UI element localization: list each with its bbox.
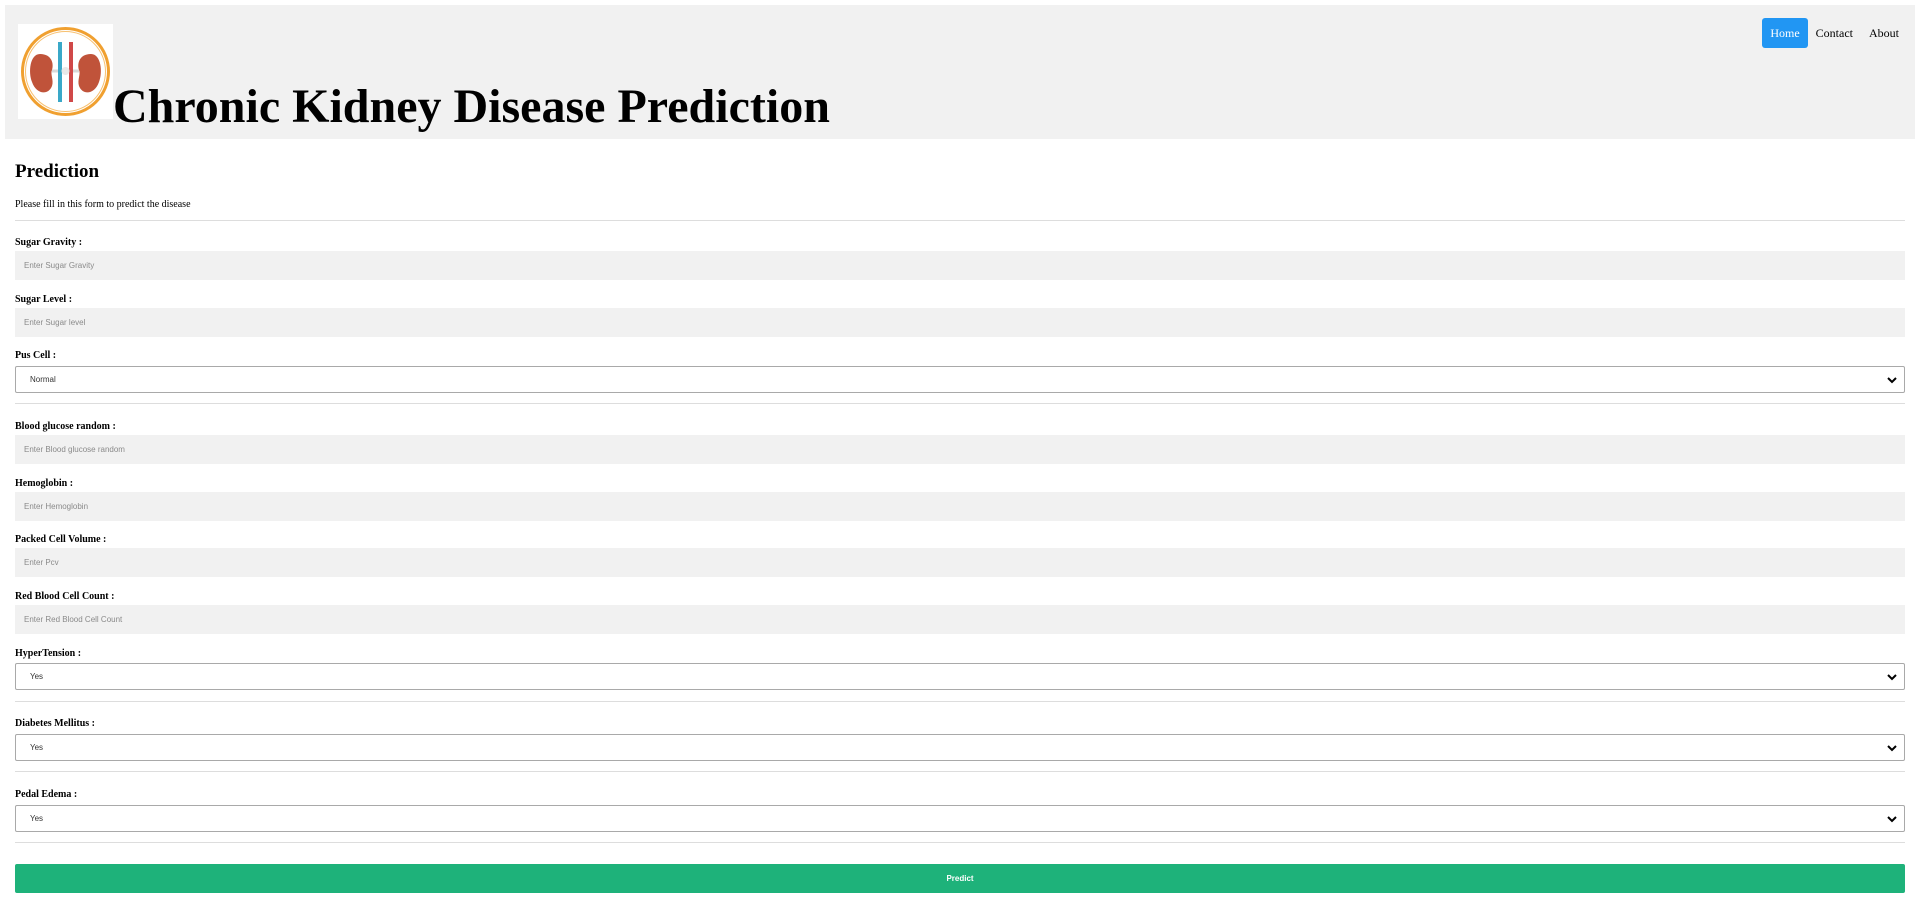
blood-glucose-random-label: Blood glucose random : [15, 421, 116, 432]
chevron-down-icon [1887, 816, 1897, 823]
site-title: Chronic Kidney Disease Prediction [113, 80, 830, 133]
hemoglobin-input[interactable] [15, 492, 1905, 521]
chevron-down-icon [1887, 674, 1897, 681]
nav-about-link[interactable]: About [1869, 26, 1899, 40]
sugar-level-input[interactable] [15, 308, 1905, 337]
nav-contact-link[interactable]: Contact [1815, 26, 1853, 40]
header: Chronic Kidney Disease Prediction Home C… [5, 5, 1915, 139]
divider [15, 220, 1905, 221]
hypertension-label: HyperTension : [15, 648, 82, 659]
hypertension-selected-value: Yes [30, 672, 44, 681]
divider [15, 842, 1905, 843]
red-blood-cell-count-input[interactable] [15, 605, 1905, 634]
sugar-level-label: Sugar Level : [15, 294, 73, 305]
chevron-down-icon [1887, 745, 1897, 752]
divider [15, 771, 1905, 772]
hemoglobin-label: Hemoglobin : [15, 478, 74, 489]
pus-cell-selected-value: Normal [30, 375, 56, 384]
divider [15, 403, 1905, 404]
kidney-logo-icon [18, 24, 113, 119]
pus-cell-label: Pus Cell : [15, 350, 57, 361]
chevron-down-icon [1887, 377, 1897, 384]
pus-cell-select[interactable]: Normal [15, 366, 1905, 393]
packed-cell-volume-label: Packed Cell Volume : [15, 534, 107, 545]
blood-glucose-random-input[interactable] [15, 435, 1905, 464]
form-heading: Prediction [15, 161, 100, 182]
packed-cell-volume-input[interactable] [15, 548, 1905, 577]
red-blood-cell-count-label: Red Blood Cell Count : [15, 591, 115, 602]
form-intro: Please fill in this form to predict the … [15, 199, 191, 210]
sugar-gravity-label: Sugar Gravity : [15, 237, 83, 248]
sugar-gravity-input[interactable] [15, 251, 1905, 280]
pedal-edema-select[interactable]: Yes [15, 805, 1905, 832]
top-nav: Home Contact About [1762, 18, 1907, 48]
pedal-edema-selected-value: Yes [30, 814, 44, 823]
diabetes-mellitus-select[interactable]: Yes [15, 734, 1905, 761]
pedal-edema-label: Pedal Edema : [15, 789, 78, 800]
diabetes-mellitus-selected-value: Yes [30, 743, 44, 752]
diabetes-mellitus-label: Diabetes Mellitus : [15, 718, 95, 729]
hypertension-select[interactable]: Yes [15, 663, 1905, 690]
nav-home-link[interactable]: Home [1762, 18, 1808, 48]
predict-button[interactable]: Predict [15, 864, 1905, 893]
divider [15, 701, 1905, 702]
